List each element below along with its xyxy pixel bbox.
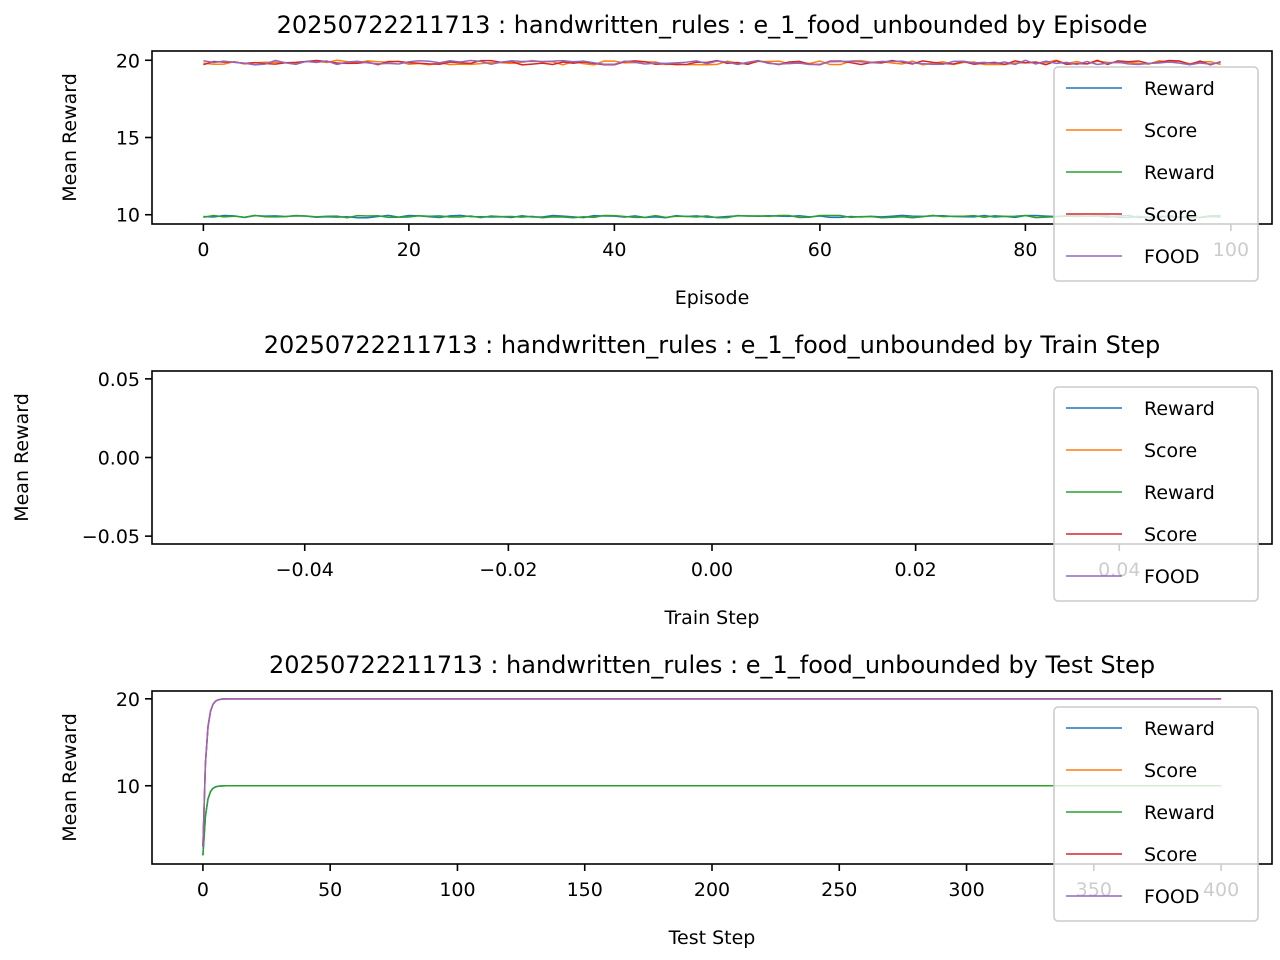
x-tick-label: 150: [567, 879, 603, 901]
legend-label: FOOD: [1144, 246, 1199, 268]
x-tick-label: 40: [602, 239, 626, 261]
legend-label: Reward: [1144, 78, 1215, 100]
legend-label: FOOD: [1144, 566, 1199, 588]
legend-box: [1053, 386, 1259, 602]
legend-label: Score: [1144, 204, 1197, 226]
legend-label: Score: [1144, 524, 1197, 546]
series-line-reward-green: [203, 214, 1221, 219]
y-tick-label: 0.00: [98, 448, 140, 470]
series-line-score-orange: [203, 59, 1221, 66]
series-line-reward-green: [202, 785, 1222, 856]
chart-title: 20250722211713 : handwritten_rules : e_1…: [269, 651, 1155, 679]
x-axis-label: Train Step: [664, 607, 760, 629]
x-tick-label: 20: [397, 239, 421, 261]
x-tick-label: 100: [439, 879, 475, 901]
legend-label: Reward: [1144, 718, 1215, 740]
legend-label: Score: [1144, 760, 1197, 782]
x-tick-label: 0.00: [691, 559, 733, 581]
x-tick-label: 0.02: [894, 559, 936, 581]
legend-label: Reward: [1144, 802, 1215, 824]
x-tick-label: 200: [694, 879, 730, 901]
chart-2: −0.04−0.020.000.020.04−0.050.000.0520250…: [11, 331, 1273, 629]
x-tick-label: −0.02: [479, 559, 537, 581]
legend-label: Reward: [1144, 162, 1215, 184]
y-tick-label: 10: [116, 205, 140, 227]
x-tick-label: −0.04: [276, 559, 334, 581]
y-axis-label: Mean Reward: [59, 713, 81, 842]
x-tick-label: 80: [1013, 239, 1037, 261]
y-axis-label: Mean Reward: [11, 393, 33, 522]
x-tick-label: 50: [318, 879, 342, 901]
series-group: [203, 59, 1221, 219]
x-tick-label: 60: [808, 239, 832, 261]
y-tick-label: 20: [116, 50, 140, 72]
series-group: [202, 698, 1222, 856]
y-tick-label: 0.05: [98, 369, 140, 391]
legend-box: [1053, 66, 1259, 282]
x-tick-label: 0: [197, 239, 209, 261]
chart-1: 02040608010010152020250722211713 : handw…: [59, 11, 1273, 309]
legend-label: Score: [1144, 844, 1197, 866]
chart-title: 20250722211713 : handwritten_rules : e_1…: [277, 11, 1148, 39]
legend-label: Score: [1144, 440, 1197, 462]
x-axis-label: Test Step: [668, 927, 756, 949]
x-tick-label: 250: [821, 879, 857, 901]
legend: Reward Score Reward Score FOOD: [1053, 386, 1259, 602]
legend-label: Score: [1144, 120, 1197, 142]
y-axis-label: Mean Reward: [59, 73, 81, 202]
chart-3: 0501001502002503003504001020202507222117…: [59, 651, 1273, 949]
chart-title: 20250722211713 : handwritten_rules : e_1…: [264, 331, 1160, 359]
legend: Reward Score Reward Score FOOD: [1053, 66, 1259, 282]
legend-label: Reward: [1144, 398, 1215, 420]
legend-box: [1053, 706, 1259, 922]
legend-label: FOOD: [1144, 886, 1199, 908]
x-tick-label: 300: [948, 879, 984, 901]
series-line-food-purple: [203, 59, 1221, 66]
legend-label: Reward: [1144, 482, 1215, 504]
y-tick-label: −0.05: [82, 526, 140, 548]
y-tick-label: 10: [116, 776, 140, 798]
x-tick-label: 0: [197, 879, 209, 901]
legend: Reward Score Reward Score FOOD: [1053, 706, 1259, 922]
x-axis-label: Episode: [675, 287, 750, 309]
y-tick-label: 20: [116, 689, 140, 711]
y-tick-label: 15: [116, 128, 140, 150]
series-line-food-purple: [202, 698, 1222, 847]
